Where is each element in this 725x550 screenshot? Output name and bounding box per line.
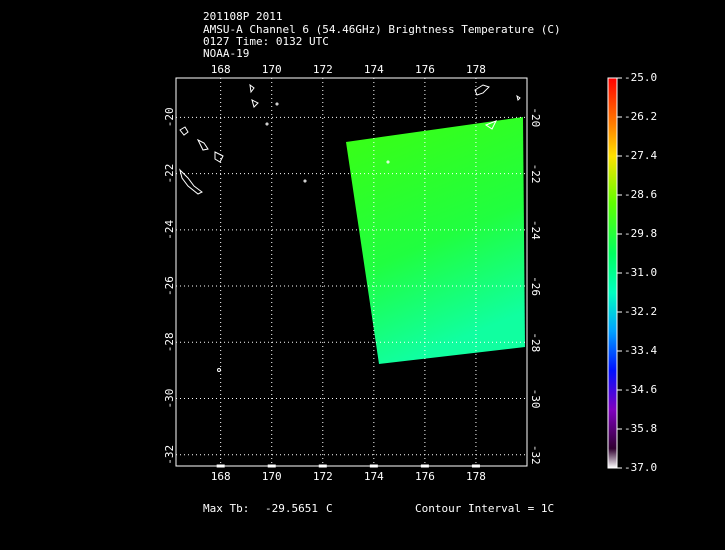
header-line: AMSU-A Channel 6 (54.46GHz) Brightness T… (203, 23, 561, 36)
colorbar (607, 77, 618, 469)
lat-tick-label: -28 (529, 332, 542, 352)
max-tb-unit: C (326, 502, 333, 515)
map-frame (175, 77, 528, 467)
colorbar-tick-label: -37.0 (624, 461, 657, 474)
lat-tick-label: -30 (529, 389, 542, 409)
lat-tick-label: -26 (529, 276, 542, 296)
colorbar-tick-label: -26.2 (624, 110, 657, 123)
swath (346, 117, 525, 364)
lat-tick-label: -32 (163, 445, 176, 465)
colorbar-tick-label: -32.2 (624, 305, 657, 318)
lon-tick-label: 176 (415, 63, 435, 76)
lat-tick-label: -22 (529, 164, 542, 184)
lat-tick-label: -30 (163, 389, 176, 409)
lat-tick-label: -20 (163, 107, 176, 127)
contour-interval: Contour Interval = 1C (415, 502, 554, 515)
colorbar-tick-label: -31.0 (624, 266, 657, 279)
lon-tick-label: 174 (364, 470, 384, 483)
lon-tick-label: 168 (211, 63, 231, 76)
lon-tick-label: 174 (364, 63, 384, 76)
header-line: 0127 Time: 0132 UTC (203, 35, 329, 48)
lon-tick-label: 172 (313, 63, 333, 76)
lat-tick-label: -24 (163, 220, 176, 240)
max-tb-value: -29.5651 (265, 502, 318, 515)
lon-tick-label: 178 (466, 470, 486, 483)
colorbar-tick-label: -35.8 (624, 422, 657, 435)
header-line: NOAA-19 (203, 47, 249, 60)
lon-tick-label: 176 (415, 470, 435, 483)
lat-tick-label: -20 (529, 107, 542, 127)
lon-tick-label: 170 (262, 63, 282, 76)
lat-tick-label: -28 (163, 332, 176, 352)
lat-tick-label: -26 (163, 276, 176, 296)
max-tb-label: Max Tb: (203, 502, 249, 515)
footer: Max Tb: -29.5651 C Contour Interval = 1C (203, 502, 554, 515)
lat-tick-label: -24 (529, 220, 542, 240)
lat-tick-label: -32 (529, 445, 542, 465)
lon-tick-label: 172 (313, 470, 333, 483)
lat-tick-label: -22 (163, 164, 176, 184)
coastlines (179, 83, 521, 372)
colorbar-tick-label: -33.4 (624, 344, 657, 357)
colorbar-tick-label: -25.0 (624, 71, 657, 84)
colorbar-tick-label: -29.8 (624, 227, 657, 240)
header-line: 201108P 2011 (203, 10, 282, 23)
colorbar-tick-label: -34.6 (624, 383, 657, 396)
lon-tick-label: 170 (262, 470, 282, 483)
header: 201108P 2011 AMSU-A Channel 6 (54.46GHz)… (203, 10, 561, 60)
lon-tick-label: 178 (466, 63, 486, 76)
colorbar-tick-label: -28.6 (624, 188, 657, 201)
lon-tick-label: 168 (211, 470, 231, 483)
colorbar-tick-label: -27.4 (624, 149, 657, 162)
